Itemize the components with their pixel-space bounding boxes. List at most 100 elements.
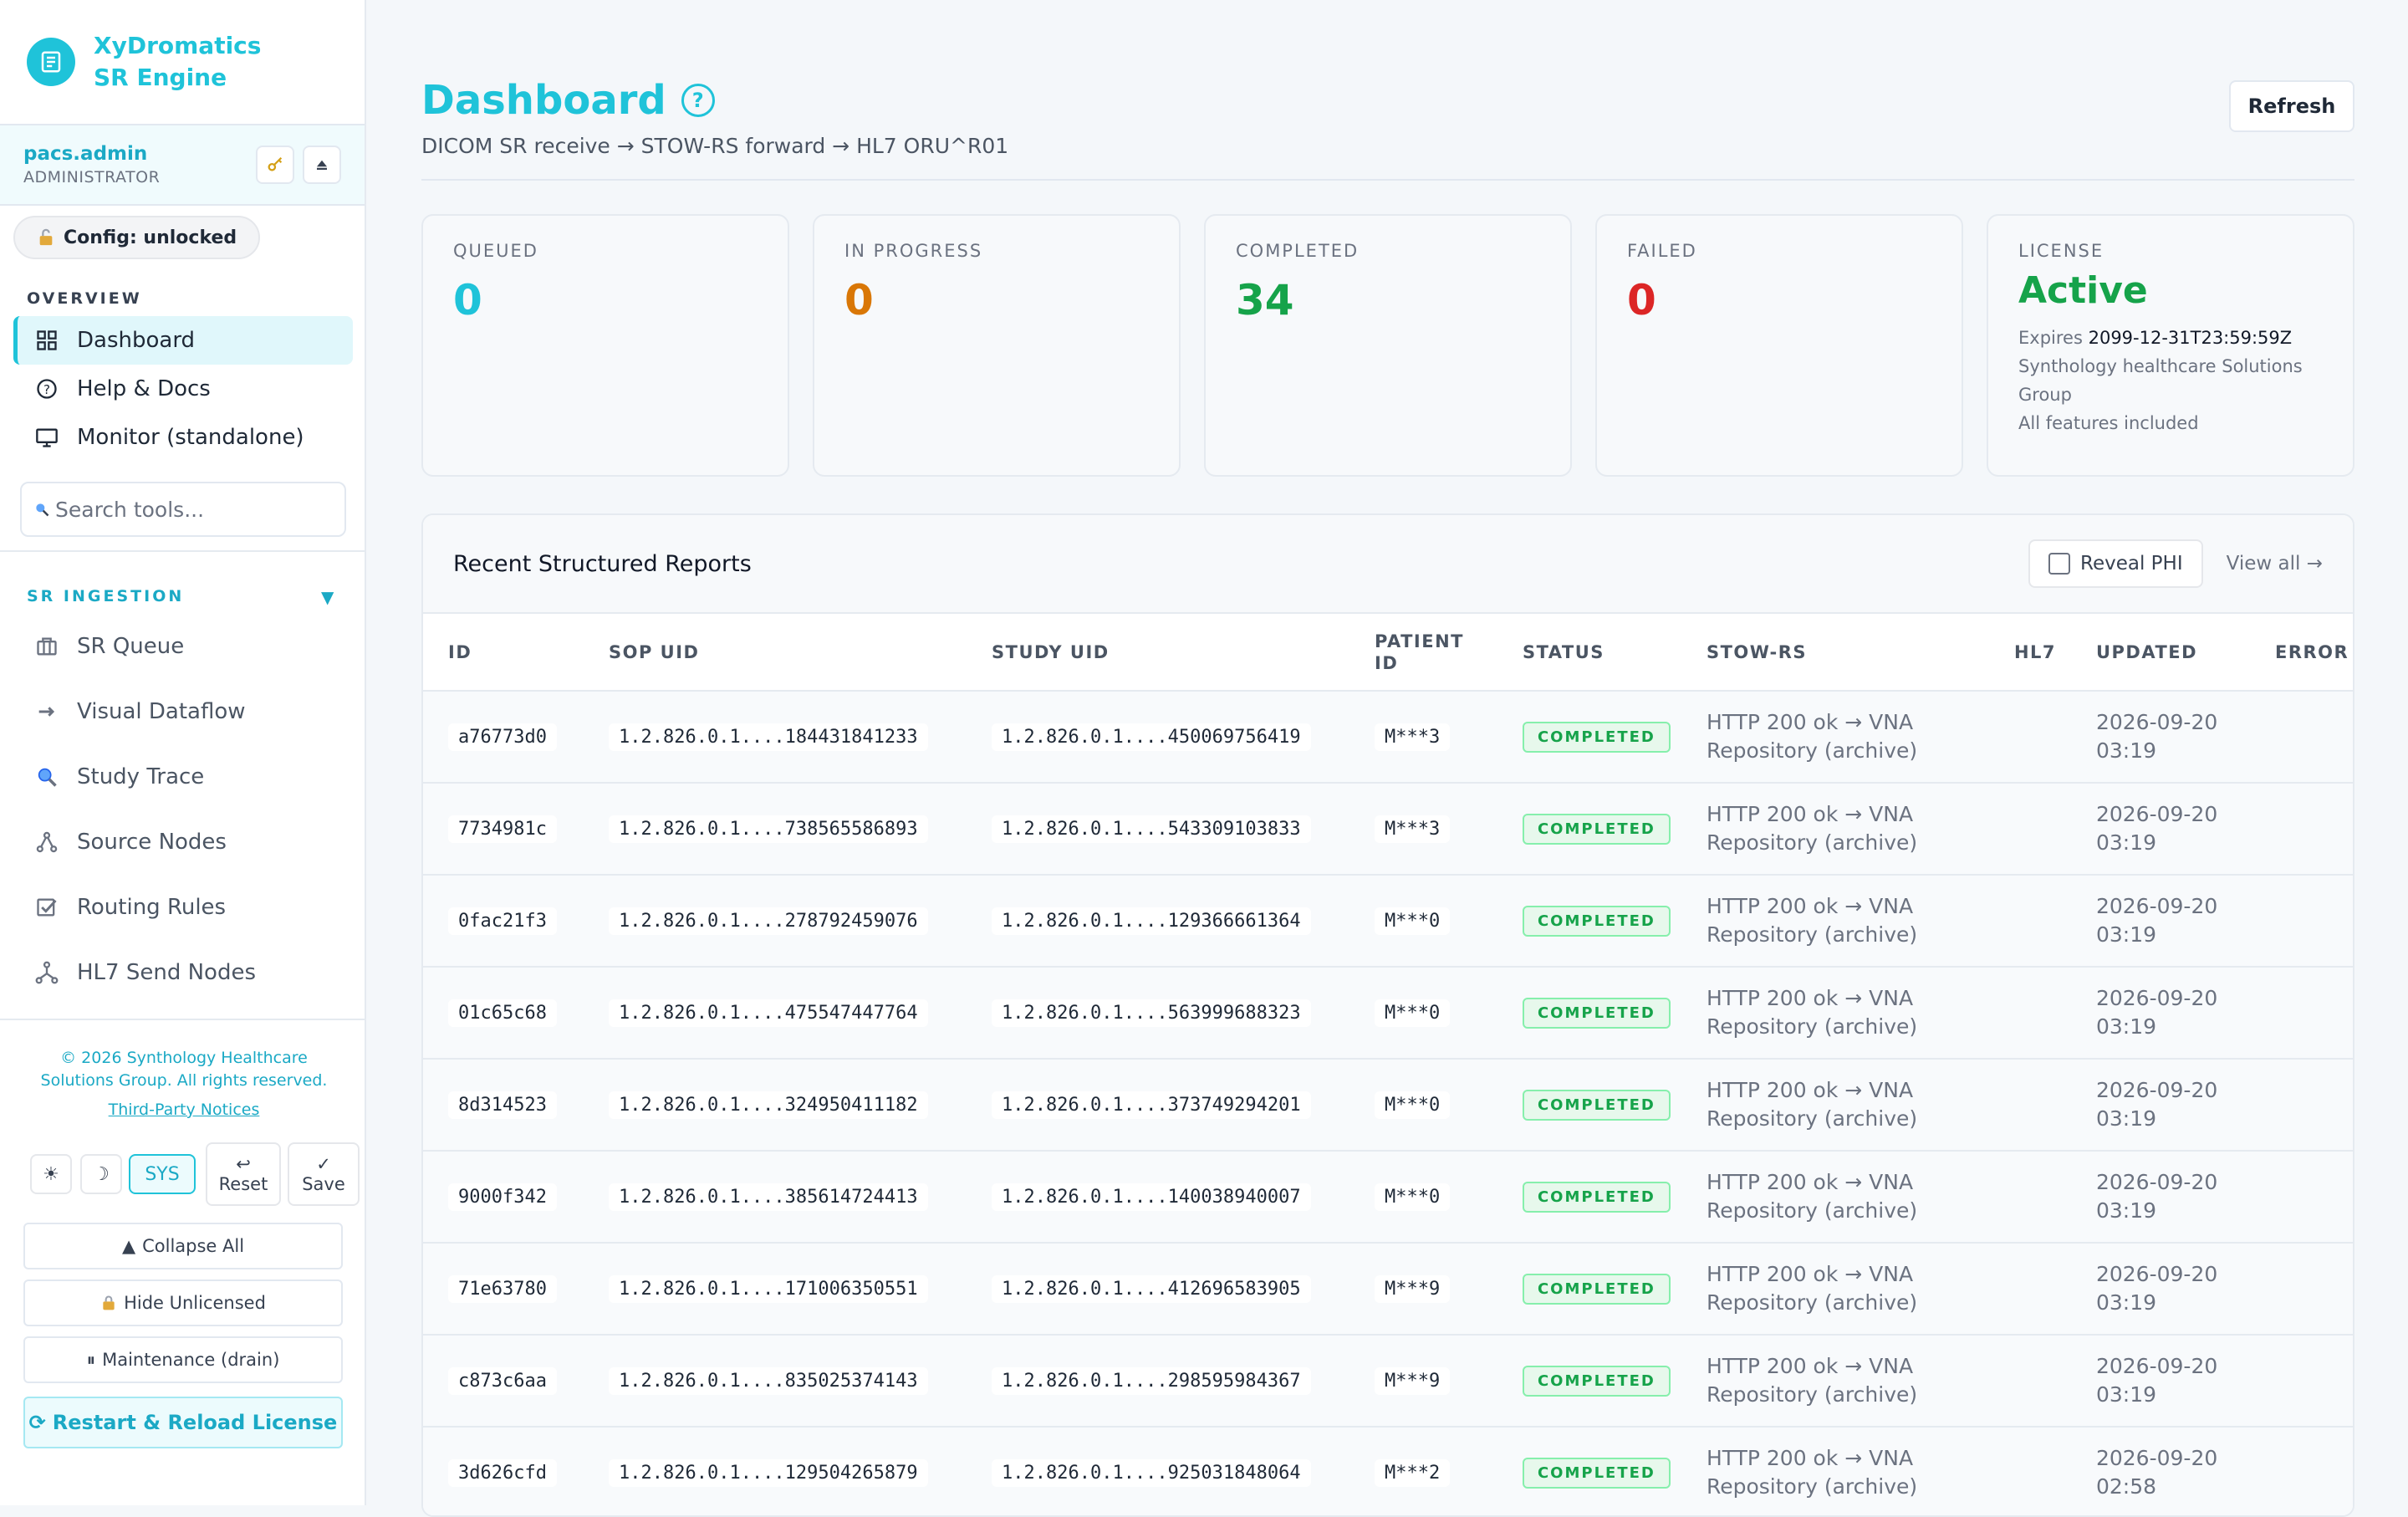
app-title: XyDromatics SR Engine — [94, 32, 262, 91]
reveal-phi-checkbox[interactable] — [2048, 553, 2071, 575]
save-button[interactable]: ✓ Save — [288, 1142, 360, 1206]
reports-table: ID SOP UID STUDY UID PATIENT ID STATUS STOW-R… — [423, 614, 2353, 1515]
updated-value: 2026-09-20 03:19 — [2095, 986, 2218, 1039]
stow-value: HTTP 200 ok → VNA Repository (archive) — [1706, 894, 1918, 947]
cell-study: 1.2.826.0.1....140038940007 — [967, 1151, 1349, 1244]
table-row[interactable]: 3d626cfd 1.2.826.0.1....129504265879 1.2.8… — [423, 1427, 2353, 1515]
cell-sop: 1.2.826.0.1....278792459076 — [584, 875, 967, 968]
cell-stow: HTTP 200 ok → VNA Repository (archive) — [1681, 783, 1989, 876]
nav-monitor[interactable]: Monitor (standalone) — [13, 413, 353, 462]
restart-reload-button[interactable]: ⟳ Restart & Reload License — [23, 1397, 343, 1448]
study-value: 1.2.826.0.1....373749294201 — [992, 1091, 1311, 1119]
stow-value: HTTP 200 ok → VNA Repository (archive) — [1706, 1446, 1918, 1499]
page-title: Dashboard ? — [421, 77, 715, 124]
cell-status: COMPLETED — [1497, 783, 1681, 876]
checkbox-icon — [37, 898, 57, 917]
updated-value: 2026-09-20 02:58 — [2095, 1446, 2218, 1499]
theme-light-button[interactable]: ☀ — [30, 1154, 72, 1194]
theme-system-button[interactable]: SYS — [129, 1154, 196, 1194]
table-row[interactable]: c873c6aa 1.2.826.0.1....835025374143 1.2.8… — [423, 1335, 2353, 1428]
help-icon[interactable]: ? — [681, 84, 715, 117]
maintenance-button[interactable]: ⏸ Maintenance (drain) — [23, 1336, 343, 1383]
study-value: 1.2.826.0.1....543309103833 — [992, 815, 1311, 843]
stat-value: 0 — [1627, 276, 1656, 324]
nav-visual-dataflow[interactable]: Visual Dataflow — [13, 687, 353, 736]
cell-status: COMPLETED — [1497, 1243, 1681, 1336]
updated-value: 2026-09-20 03:19 — [2095, 802, 2218, 855]
sop-value: 1.2.826.0.1....738565586893 — [609, 815, 928, 843]
status-value: COMPLETED — [1522, 1365, 1671, 1397]
logout-button[interactable] — [303, 146, 341, 184]
id-value: 3d626cfd — [448, 1458, 557, 1487]
id-value: 01c65c68 — [448, 999, 557, 1027]
cell-error — [2249, 691, 2353, 784]
nav-help-docs[interactable]: ? Help & Docs — [13, 365, 353, 413]
updated-value: 2026-09-20 03:19 — [2095, 1078, 2218, 1131]
table-row[interactable]: 71e63780 1.2.826.0.1....171006350551 1.2.8… — [423, 1243, 2353, 1336]
expires-value: 2099-12-31T23:59:59Z — [2088, 328, 2293, 348]
table-row[interactable]: 0fac21f3 1.2.826.0.1....278792459076 1.2.8… — [423, 875, 2353, 968]
sop-value: 1.2.826.0.1....475547447764 — [609, 999, 928, 1027]
nav-label: Visual Dataflow — [77, 699, 246, 724]
nav-source-nodes[interactable]: Source Nodes — [13, 818, 353, 866]
sop-value: 1.2.826.0.1....835025374143 — [609, 1366, 928, 1395]
cell-study: 1.2.826.0.1....450069756419 — [967, 691, 1349, 784]
view-all-link[interactable]: View all → — [2226, 553, 2323, 575]
table-row[interactable]: a76773d0 1.2.826.0.1....184431841233 1.2.8… — [423, 691, 2353, 784]
cell-status: COMPLETED — [1497, 1335, 1681, 1428]
nav-hl7-send-nodes[interactable]: HL7 Send Nodes — [13, 948, 353, 997]
save-label: Save — [302, 1174, 345, 1194]
reset-button[interactable]: ↩ Reset — [206, 1142, 281, 1206]
cell-sop: 1.2.826.0.1....738565586893 — [584, 783, 967, 876]
refresh-button[interactable]: Refresh — [2229, 80, 2354, 132]
nav-routing-rules[interactable]: Routing Rules — [13, 883, 353, 932]
stat-card-queued: QUEUED 0 — [421, 214, 789, 477]
maintenance-label: Maintenance (drain) — [102, 1350, 280, 1370]
stat-label: COMPLETED — [1236, 241, 1360, 261]
cell-sop: 1.2.826.0.1....324950411182 — [584, 1059, 967, 1152]
hide-unlicensed-label: Hide Unlicensed — [124, 1293, 266, 1313]
cell-study: 1.2.826.0.1....563999688323 — [967, 967, 1349, 1060]
sr-ingestion-section-label[interactable]: SR INGESTION — [27, 587, 185, 605]
hide-unlicensed-button[interactable]: Hide Unlicensed — [23, 1279, 343, 1326]
collapse-chevron-icon[interactable]: ▼ — [321, 587, 334, 607]
key-button[interactable] — [256, 146, 294, 184]
copyright-text: © 2026 Synthology Healthcare Solutions G… — [40, 1049, 328, 1090]
column-header: ERROR — [2249, 614, 2353, 692]
nav-label: Source Nodes — [77, 830, 227, 855]
updated-value: 2026-09-20 03:19 — [2095, 1354, 2218, 1407]
cell-patient: M***0 — [1349, 1059, 1497, 1152]
table-row[interactable]: 01c65c68 1.2.826.0.1....475547447764 1.2.8… — [423, 967, 2353, 1060]
cell-updated: 2026-09-20 03:19 — [2070, 967, 2250, 1060]
table-row[interactable]: 8d314523 1.2.826.0.1....324950411182 1.2.8… — [423, 1059, 2353, 1152]
stat-value: 34 — [1236, 276, 1294, 324]
patient-value: M***3 — [1375, 723, 1451, 751]
status-value: COMPLETED — [1522, 721, 1671, 753]
nav-dashboard[interactable]: Dashboard — [13, 316, 353, 365]
stow-value: HTTP 200 ok → VNA Repository (archive) — [1706, 1354, 1918, 1407]
reveal-phi-toggle[interactable]: Reveal PHI — [2028, 539, 2203, 588]
nav-sr-queue[interactable]: SR Queue — [13, 622, 353, 671]
config-status-label: Config: unlocked — [64, 227, 237, 248]
search-placeholder: Search tools... — [55, 497, 205, 522]
status-value: COMPLETED — [1522, 905, 1671, 937]
reset-label: Reset — [218, 1174, 268, 1194]
config-status-chip[interactable]: Config: unlocked — [13, 216, 261, 259]
theme-dark-button[interactable]: ☽ — [80, 1154, 122, 1194]
nav-study-trace[interactable]: Study Trace — [13, 753, 353, 801]
table-row[interactable]: 7734981c 1.2.826.0.1....738565586893 1.2.8… — [423, 783, 2353, 876]
stat-card-completed: COMPLETED 34 — [1204, 214, 1572, 477]
help-icon: ? — [37, 379, 57, 399]
column-header: SOP UID — [584, 614, 967, 692]
table-row[interactable]: 9000f342 1.2.826.0.1....385614724413 1.2.8… — [423, 1151, 2353, 1244]
third-party-notices-link[interactable]: Third-Party Notices — [108, 1101, 260, 1119]
expires-label: Expires — [2018, 328, 2083, 348]
search-tools-input[interactable]: Search tools... — [20, 482, 346, 537]
column-header: STATUS — [1497, 614, 1681, 692]
collapse-all-button[interactable]: ▲ Collapse All — [23, 1223, 343, 1269]
sidebar: XyDromatics SR Engine pacs.admin ADMINIS… — [0, 0, 366, 1505]
divider — [0, 550, 366, 552]
id-value: 8d314523 — [448, 1091, 557, 1119]
cell-study: 1.2.826.0.1....412696583905 — [967, 1243, 1349, 1336]
cell-id: c873c6aa — [423, 1335, 584, 1428]
